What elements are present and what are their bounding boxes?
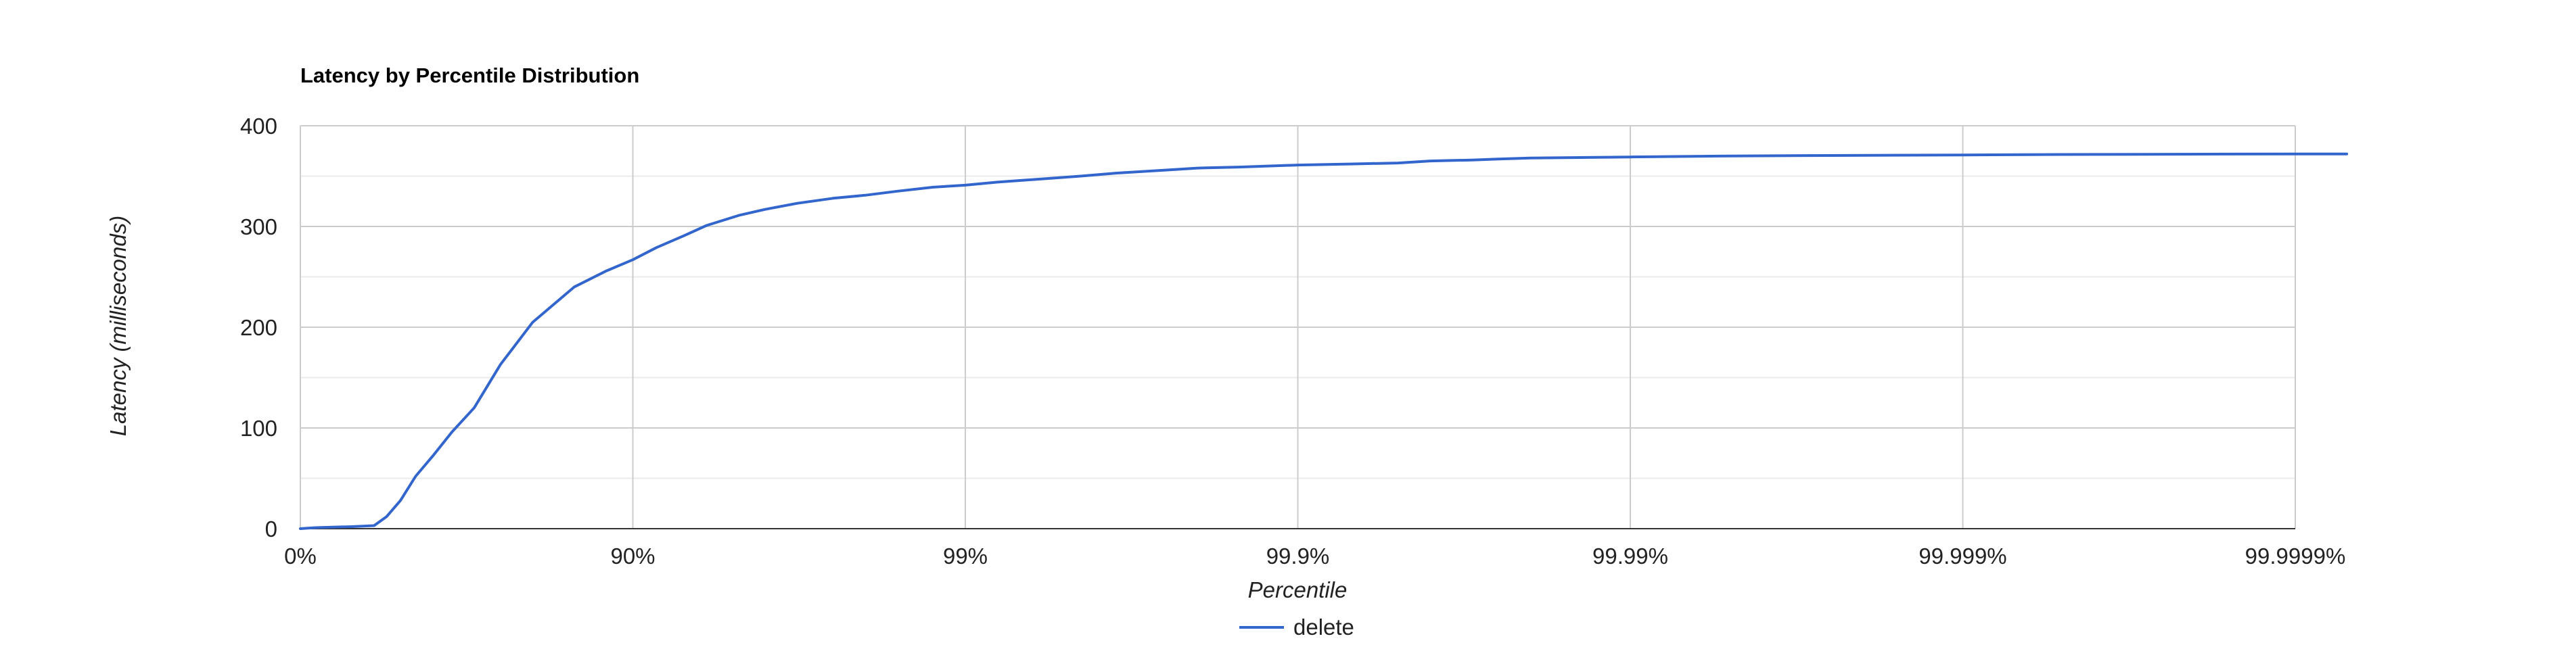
x-tick-label: 0% [284, 544, 317, 569]
x-tick-label: 99% [943, 544, 988, 569]
x-axis-ticks: 0% 90% 99% 99.9% 99.99% 99.999% 99.9999% [284, 544, 2345, 569]
legend[interactable]: delete [1239, 615, 1354, 640]
major-gridlines [300, 125, 2296, 529]
x-tick-label: 90% [610, 544, 655, 569]
series-line-delete [299, 152, 2349, 530]
x-axis-title: Percentile [1248, 577, 1348, 602]
chart-title: Latency by Percentile Distribution [300, 64, 639, 87]
series-layer [299, 152, 2349, 530]
x-tick-label: 99.9% [1266, 544, 1330, 569]
y-tick-label: 300 [240, 214, 277, 239]
y-tick-label: 200 [240, 315, 277, 340]
x-tick-label: 99.999% [1918, 544, 2006, 569]
y-tick-label: 400 [240, 114, 277, 139]
x-tick-label: 99.9999% [2245, 544, 2346, 569]
y-tick-label: 0 [265, 516, 277, 542]
x-tick-label: 99.99% [1592, 544, 1668, 569]
y-axis-ticks: 0 100 200 300 400 [240, 114, 277, 542]
legend-label-delete: delete [1293, 615, 1354, 640]
y-tick-label: 100 [240, 416, 277, 441]
y-axis-title: Latency (milliseconds) [106, 216, 131, 436]
